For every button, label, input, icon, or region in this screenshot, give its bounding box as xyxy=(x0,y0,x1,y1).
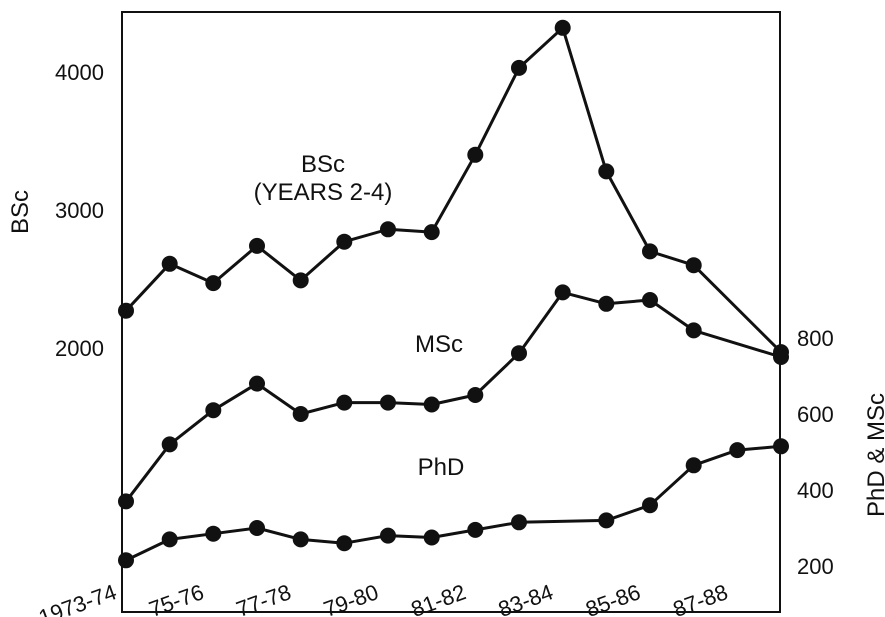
bsc-data-point xyxy=(511,59,527,76)
msc-data-point xyxy=(554,284,571,301)
series-layer xyxy=(118,19,789,569)
phd-data-point xyxy=(598,512,615,529)
msc-data-point xyxy=(380,394,396,411)
y-right-tick-label: 400 xyxy=(797,478,834,503)
phd-series-label: PhD xyxy=(418,454,465,481)
bsc-data-point xyxy=(161,255,178,272)
bsc-data-point xyxy=(423,224,440,241)
msc-data-point xyxy=(423,396,440,413)
msc-data-point xyxy=(161,436,178,453)
bsc-data-point xyxy=(205,275,222,292)
phd-data-point xyxy=(642,497,658,514)
y-left-tick-labels: 2000 3000 4000 xyxy=(55,60,104,361)
y-left-tick-label: 4000 xyxy=(55,60,104,85)
y-left-axis-title: BSc xyxy=(7,190,34,234)
phd-data-point xyxy=(729,442,746,459)
phd-data-point xyxy=(773,438,789,455)
msc-data-point xyxy=(598,295,615,312)
bsc-data-point xyxy=(467,146,484,163)
phd-data-point xyxy=(380,527,396,544)
y-right-tick-label: 800 xyxy=(797,326,834,351)
y-right-tick-label: 600 xyxy=(797,402,834,427)
phd-data-point xyxy=(511,514,527,531)
msc-data-point xyxy=(336,394,353,411)
bsc-data-point xyxy=(249,237,265,254)
y-right-tick-label: 200 xyxy=(797,554,834,579)
msc-data-point xyxy=(685,322,702,339)
bsc-data-point xyxy=(292,272,309,289)
y-right-axis-title: PhD & MSc xyxy=(863,393,885,517)
msc-data-point xyxy=(205,402,222,419)
msc-data-point xyxy=(292,406,309,422)
y-right-tick-labels: 200 400 600 800 xyxy=(797,326,834,579)
y-left-tick-label: 2000 xyxy=(55,336,104,361)
bsc-data-point xyxy=(336,233,353,250)
msc-data-point xyxy=(511,345,527,362)
bsc-data-point xyxy=(380,221,396,238)
msc-series-label: MSc xyxy=(415,331,463,358)
msc-data-point xyxy=(249,375,265,392)
phd-data-point xyxy=(292,531,309,548)
bsc-data-point xyxy=(118,302,134,319)
msc-data-point xyxy=(773,349,789,365)
bsc-data-point xyxy=(642,243,658,260)
phd-data-point xyxy=(685,457,702,474)
phd-data-point xyxy=(423,529,440,546)
bsc-data-point xyxy=(598,163,615,180)
phd-data-point xyxy=(336,535,353,552)
phd-data-point xyxy=(118,552,134,569)
phd-data-point xyxy=(467,521,484,538)
plot-frame xyxy=(121,11,781,613)
phd-data-point xyxy=(161,531,178,548)
bsc-series-sublabel: (YEARS 2-4) xyxy=(254,179,393,206)
phd-data-point xyxy=(205,525,222,542)
x-tick-label: 1973-74 xyxy=(35,579,119,617)
bsc-data-point xyxy=(554,19,571,36)
msc-data-point xyxy=(118,493,134,510)
phd-data-point xyxy=(249,520,265,536)
bsc-data-point xyxy=(685,257,702,274)
msc-data-point xyxy=(642,292,658,308)
bsc-series-line xyxy=(124,26,783,354)
msc-data-point xyxy=(467,387,484,403)
y-left-tick-label: 3000 xyxy=(55,198,104,223)
bsc-series-label: BSc xyxy=(301,151,345,178)
